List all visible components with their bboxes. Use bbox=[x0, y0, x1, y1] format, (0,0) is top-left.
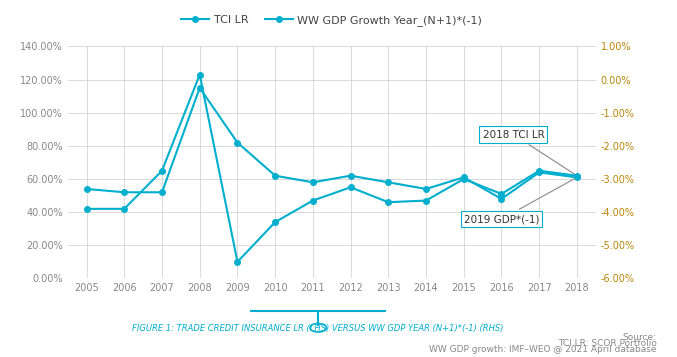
Text: 2019 GDP*(-1): 2019 GDP*(-1) bbox=[464, 179, 575, 224]
Text: TCI LR: SCOR Portfolio: TCI LR: SCOR Portfolio bbox=[558, 339, 657, 348]
Text: Source:: Source: bbox=[623, 333, 657, 342]
Text: FIGURE 1: TRADE CREDIT INSURANCE LR (LHS) VERSUS WW GDP YEAR (N+1)*(-1) (RHS): FIGURE 1: TRADE CREDIT INSURANCE LR (LHS… bbox=[133, 324, 504, 333]
Text: WW GDP growth: IMF–WEO @ 2021 April database: WW GDP growth: IMF–WEO @ 2021 April data… bbox=[429, 345, 657, 354]
Legend: TCI LR, WW GDP Growth Year_(N+1)*(-1): TCI LR, WW GDP Growth Year_(N+1)*(-1) bbox=[177, 10, 487, 30]
Text: 2018 TCI LR: 2018 TCI LR bbox=[483, 130, 575, 174]
